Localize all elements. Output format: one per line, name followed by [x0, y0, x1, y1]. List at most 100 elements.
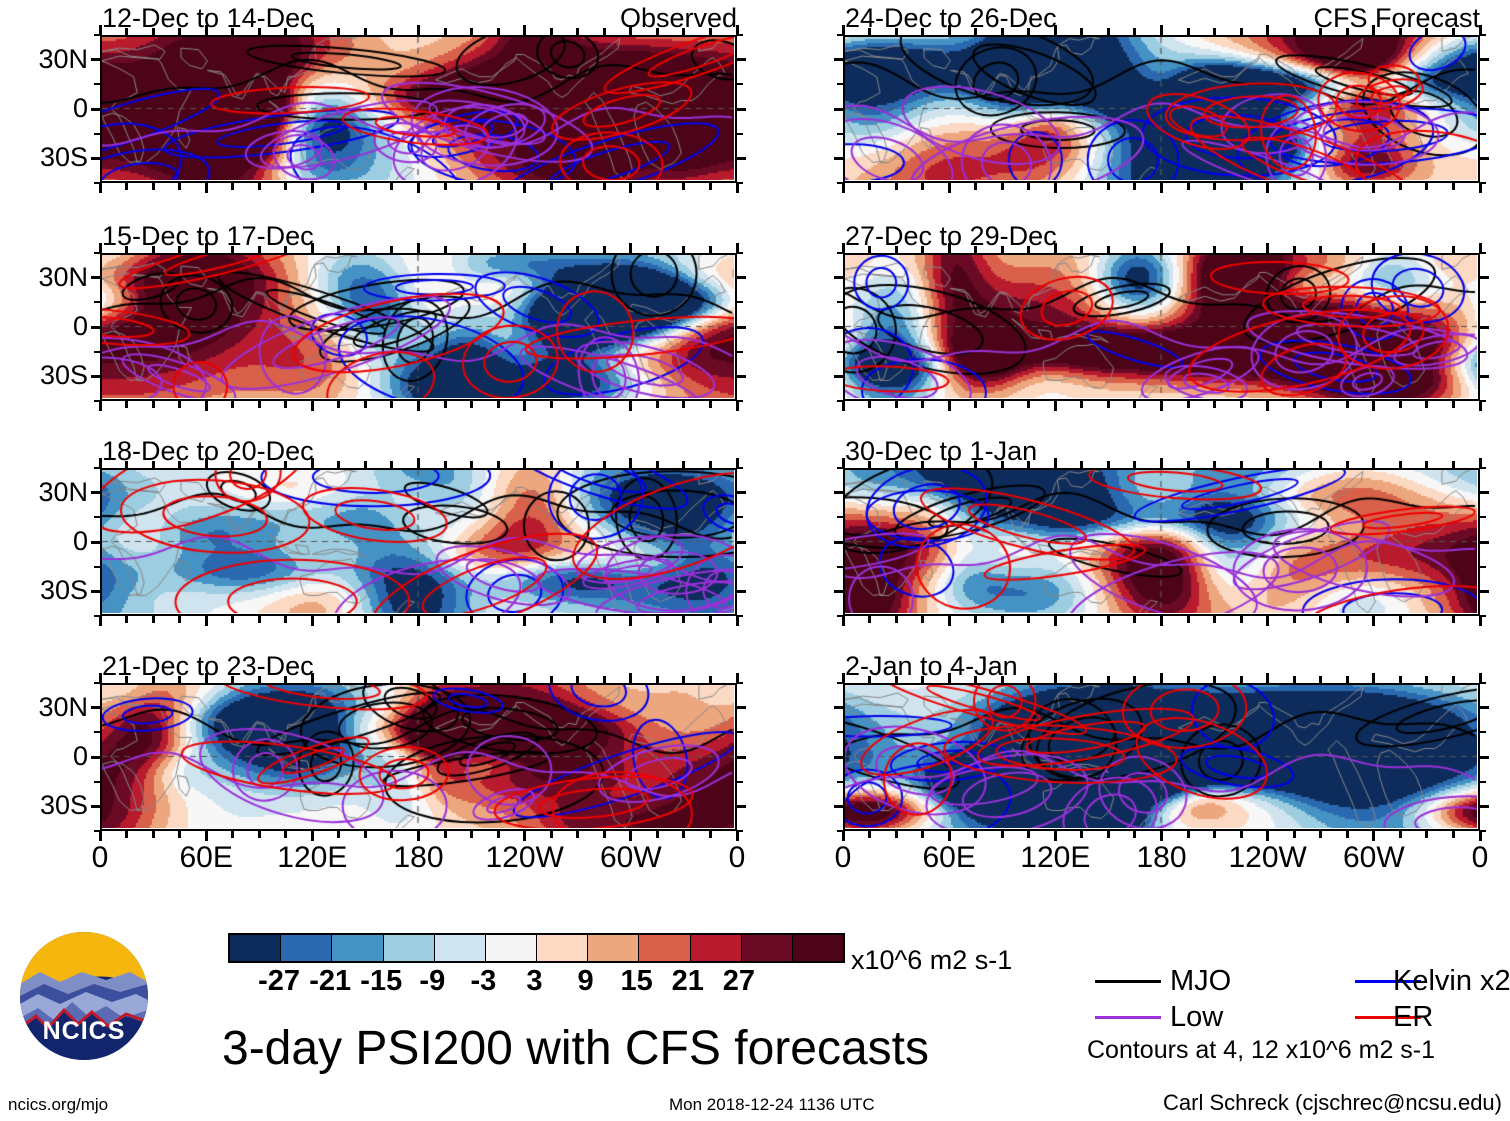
x-axis-tick [1372, 243, 1376, 253]
y-axis-minor-tick [94, 108, 100, 110]
y-axis-minor-tick [737, 132, 743, 135]
x-axis-minor-tick [363, 461, 367, 468]
x-axis-minor-tick [443, 461, 447, 468]
x-axis-tick [735, 183, 739, 193]
y-axis-minor-tick [94, 805, 100, 808]
x-axis-minor-tick [390, 831, 394, 838]
x-axis-minor-tick [1027, 401, 1031, 408]
x-axis-minor-tick [337, 616, 341, 623]
x-axis-minor-tick [1239, 246, 1243, 253]
x-axis-minor-tick [1292, 28, 1296, 35]
map-field-canvas [102, 685, 734, 828]
x-axis-minor-tick [1425, 183, 1429, 190]
panel-title-observed-4: 21-Dec to 23-Dec [102, 651, 314, 681]
x-axis-minor-tick [1106, 831, 1110, 838]
legend-label-er: ER [1393, 1001, 1434, 1033]
y-axis-minor-tick [837, 375, 843, 378]
x-axis-minor-tick [708, 246, 712, 253]
map-panel-observed-3 [100, 468, 737, 616]
x-axis-tick [310, 401, 314, 411]
x-axis-minor-tick [576, 461, 580, 468]
x-axis-minor-tick [1186, 676, 1190, 683]
colorbar-swatch-2 [332, 935, 384, 961]
x-axis-minor-tick [1345, 676, 1349, 683]
x-axis-minor-tick [1000, 461, 1004, 468]
x-axis-minor-tick [1000, 616, 1004, 623]
y-axis-minor-tick [737, 590, 743, 593]
y-axis-minor-tick [737, 830, 743, 832]
x-axis-minor-tick [1451, 28, 1455, 35]
x-axis-tick [629, 25, 633, 35]
y-axis-minor-tick [1480, 541, 1486, 543]
x-axis-minor-tick [1292, 401, 1296, 408]
legend-line-kelvin-x2 [1355, 980, 1421, 983]
x-axis-minor-tick [921, 616, 925, 623]
x-axis-tick [1160, 401, 1163, 411]
colorbar-tick-27: 27 [722, 965, 755, 997]
y-axis-minor-tick [94, 350, 100, 353]
x-axis-minor-tick [178, 183, 182, 190]
x-axis-tick [1053, 183, 1057, 193]
x-axis-minor-tick [1213, 183, 1217, 190]
x-axis-minor-tick [708, 28, 712, 35]
y-axis-minor-tick [94, 731, 100, 734]
x-axis-tick [1372, 673, 1376, 683]
y-axis-minor-tick [737, 276, 743, 279]
colorbar-swatch-1 [281, 935, 333, 961]
x-axis-minor-tick [1133, 28, 1137, 35]
y-axis-minor-tick [1480, 58, 1486, 61]
x-axis-minor-tick [921, 246, 925, 253]
x-axis-tick [523, 25, 527, 35]
x-axis-minor-tick [1292, 831, 1296, 838]
y-axis-minor-tick [1480, 375, 1486, 378]
y-axis-minor-tick [837, 615, 843, 617]
y-axis-minor-tick [1480, 565, 1486, 568]
x-axis-tick [841, 831, 845, 841]
x-axis-minor-tick [868, 676, 872, 683]
y-axis-minor-tick [837, 706, 843, 709]
panel-title-observed-2: 15-Dec to 17-Dec [102, 221, 314, 251]
colorbar-tick--21: -21 [309, 965, 352, 997]
x-axis-minor-tick [125, 28, 129, 35]
x-axis-minor-tick [231, 616, 235, 623]
x-axis-minor-tick [1213, 616, 1217, 623]
x-axis-minor-tick [1213, 461, 1217, 468]
x-axis-minor-tick [894, 676, 898, 683]
x-axis-minor-tick [178, 676, 182, 683]
x-axis-tick [98, 458, 102, 468]
x-axis-minor-tick [549, 461, 553, 468]
x-axis-minor-tick [1398, 461, 1402, 468]
x-axis-minor-tick [1451, 461, 1455, 468]
x-axis-minor-tick [390, 676, 394, 683]
x-axis-tick [1160, 183, 1163, 193]
x-axis-tick [417, 401, 420, 411]
x-axis-minor-tick [1292, 246, 1296, 253]
x-axis-minor-tick [1451, 616, 1455, 623]
x-axis-tick [204, 243, 208, 253]
timestamp: Mon 2018-12-24 1136 UTC [669, 1095, 875, 1114]
site-url[interactable]: ncics.org/mjo [8, 1095, 109, 1114]
x-axis-minor-tick [921, 401, 925, 408]
x-axis-minor-tick [1027, 676, 1031, 683]
x-axis-minor-tick [1319, 616, 1323, 623]
x-axis-minor-tick [1106, 461, 1110, 468]
map-panel-cfs-1 [843, 35, 1480, 183]
x-axis-minor-tick [231, 246, 235, 253]
legend-label-kelvin-x2: Kelvin x2 [1393, 965, 1510, 997]
x-axis-minor-tick [1319, 831, 1323, 838]
y-axis-minor-tick [94, 756, 100, 758]
x-axis-minor-tick [1133, 676, 1137, 683]
x-axis-minor-tick [682, 831, 686, 838]
x-axis-minor-tick [496, 676, 500, 683]
x-axis-minor-tick [337, 401, 341, 408]
x-axis-minor-tick [470, 461, 474, 468]
y-axis-minor-tick [94, 58, 100, 61]
x-axis-minor-tick [868, 246, 872, 253]
y-axis-minor-tick [94, 34, 100, 36]
x-axis-tick [947, 25, 951, 35]
x-axis-minor-tick [1319, 28, 1323, 35]
y-axis-minor-tick [94, 682, 100, 684]
y-axis-minor-tick [1480, 756, 1486, 758]
x-axis-minor-tick [549, 246, 553, 253]
x-axis-tick [841, 616, 845, 626]
